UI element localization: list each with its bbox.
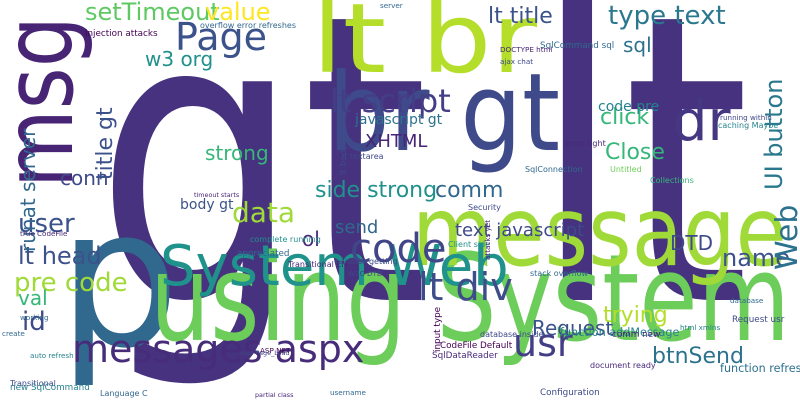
word: value: [205, 0, 271, 26]
word: SqlDataReader: [432, 351, 498, 361]
word: br gt: [328, 51, 560, 176]
word: complete running: [250, 235, 321, 244]
word: Security: [468, 203, 501, 212]
word: name: [722, 244, 790, 272]
word: messages aspx: [72, 327, 364, 371]
word: comm new: [612, 330, 660, 340]
word: user: [18, 209, 75, 239]
word: runat server: [16, 128, 40, 252]
word: DTD: [670, 231, 713, 255]
word: timeout starts: [194, 191, 240, 199]
word: Language C: [100, 389, 148, 398]
word: comm: [435, 178, 503, 203]
word: Collections: [650, 176, 694, 185]
word: conn: [60, 166, 109, 190]
word: dr: [672, 89, 732, 154]
word: javascript gt: [354, 112, 443, 128]
word: database inside: [480, 330, 543, 339]
word: msg: [0, 16, 95, 188]
word: type text: [608, 1, 726, 31]
word: partial class: [255, 391, 294, 399]
word: working: [20, 313, 49, 322]
word: message: [412, 176, 787, 288]
word: function addMessage: [560, 326, 679, 339]
word: p: [58, 168, 180, 391]
word: Close: [605, 140, 665, 165]
word: setTimeout: [85, 0, 220, 26]
word: Request: [532, 316, 613, 340]
word: Page: [175, 15, 267, 59]
word: lt textarea: [342, 152, 384, 161]
word: true CodeFile: [20, 229, 68, 238]
word: Transitional: [9, 379, 56, 388]
word: w3 org: [145, 47, 213, 71]
word: function refreshChat: [720, 362, 800, 375]
word: overflow error refreshes: [200, 21, 296, 30]
word: gt lt: [95, 0, 750, 395]
word: text javascript: [455, 220, 584, 241]
word: W3C DTD: [348, 269, 383, 278]
word: sql: [623, 33, 652, 57]
word: appreciated: [237, 249, 290, 259]
word: code: [350, 226, 446, 272]
word: usr: [513, 321, 573, 365]
word: Configuration: [540, 388, 600, 398]
word: using System: [150, 230, 790, 369]
word: attacks yet: [483, 220, 492, 260]
word: body gt: [180, 197, 234, 213]
word: database: [730, 296, 764, 305]
word: click: [600, 105, 649, 130]
word: lt script: [330, 82, 451, 120]
word: SqlConnection: [525, 165, 583, 174]
word: Web: [770, 205, 800, 270]
word: XHTML: [365, 131, 427, 152]
word: html xmlns: [680, 323, 720, 332]
word: auto refresh: [30, 351, 74, 360]
word: ajax chat: [500, 57, 533, 66]
word: void Page_Load: [240, 349, 290, 357]
word: id: [22, 307, 46, 337]
word: stack overflow: [530, 269, 589, 278]
word: lt title: [488, 4, 553, 29]
word: error right: [565, 139, 606, 148]
word: running within: [720, 113, 772, 122]
word: Transitional EN: [287, 260, 347, 269]
word: create: [2, 329, 25, 338]
word: System Web: [160, 234, 509, 299]
word: pre code: [14, 268, 128, 298]
word: lt head: [18, 242, 102, 270]
word: injection attacks: [85, 29, 158, 39]
word: send: [335, 217, 378, 238]
word: ASP NET: [260, 346, 291, 355]
word: lt body: [339, 145, 349, 175]
word: strong: [205, 141, 269, 165]
word: document ready: [590, 361, 656, 370]
word: ol: [302, 227, 320, 251]
word: handles getting: [335, 257, 398, 266]
word: server: [380, 1, 403, 10]
word: new SqlCommand: [10, 383, 90, 393]
word: CodeFile Default: [440, 341, 513, 351]
word: Untitled: [610, 165, 642, 174]
word: val: [18, 286, 48, 310]
word: Request usr: [732, 315, 785, 325]
word: SqlCommand sql: [540, 41, 614, 51]
word: caching Maybe: [718, 121, 778, 130]
word: trying: [603, 303, 668, 328]
word: title gt: [93, 107, 118, 180]
word: lt div: [418, 265, 513, 309]
word: side strong: [315, 178, 437, 203]
word: input type: [433, 307, 443, 352]
word: lt br: [312, 0, 538, 95]
word: Client side: [448, 240, 490, 249]
word: UI button: [760, 79, 788, 190]
word: data: [232, 196, 295, 229]
word: code pre: [598, 99, 659, 115]
word: username: [330, 388, 367, 397]
word: DOCTYPE html: [500, 45, 553, 54]
word: btnSend: [652, 344, 744, 369]
